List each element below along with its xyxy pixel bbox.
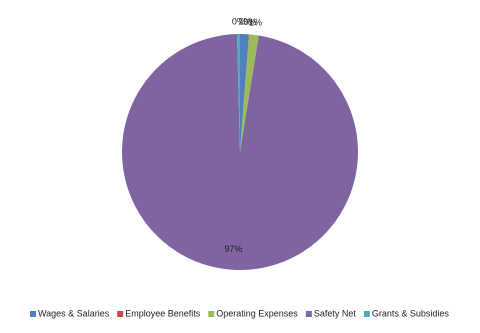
data-label: 97%	[224, 244, 242, 254]
data-label: 1%	[238, 16, 251, 26]
data-label: 0%	[232, 16, 245, 26]
legend-label: Safety Net	[314, 308, 357, 318]
legend-swatch	[208, 311, 215, 317]
legend-swatch	[117, 311, 124, 317]
legend-swatch	[305, 311, 312, 317]
legend-label: Operating Expenses	[216, 308, 298, 318]
pie-slice	[240, 34, 259, 152]
legend-label: Wages & Salaries	[38, 308, 110, 318]
pie-slice	[240, 34, 250, 152]
pie-slice	[237, 34, 240, 152]
pie-slice	[240, 34, 249, 152]
legend-swatch	[363, 311, 370, 317]
data-label: 0%	[243, 17, 256, 27]
legend-swatch	[30, 311, 36, 317]
data-label: 1%	[249, 17, 262, 27]
pie-slice	[122, 34, 359, 270]
legend-label: Employee Benefits	[125, 308, 201, 318]
legend-label: Grants & Subsidies	[372, 308, 450, 318]
